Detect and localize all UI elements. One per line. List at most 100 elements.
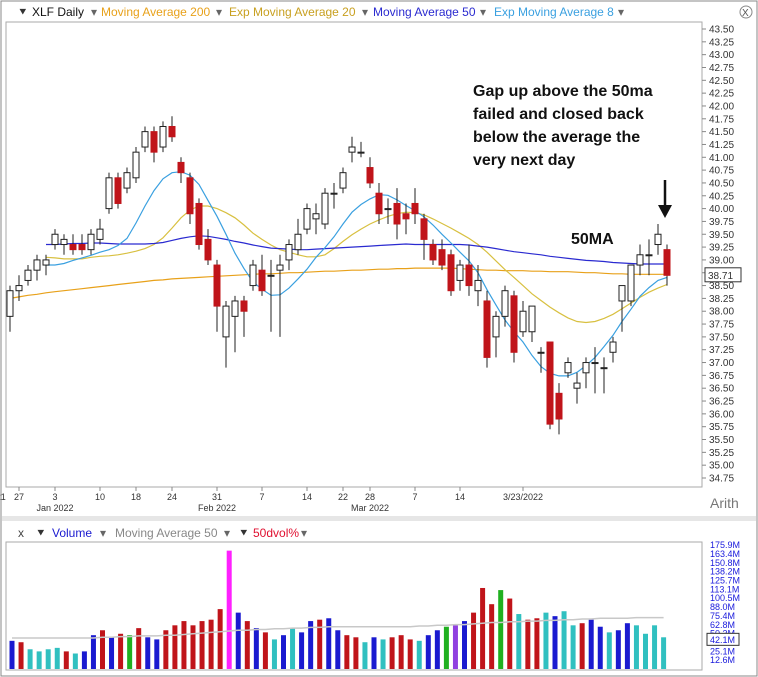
ticker-dropdown-icon[interactable]: ▾	[91, 5, 97, 19]
ma50-line	[46, 235, 667, 265]
ema20-dropdown-icon[interactable]: ▾	[362, 5, 368, 19]
legend-ma50[interactable]: Moving Average 50	[373, 5, 476, 19]
price-tick-label: 41.75	[709, 114, 734, 125]
date-tick-label: 18	[131, 492, 141, 502]
candle	[618, 285, 626, 332]
volume-legend-label[interactable]: Volume	[52, 526, 92, 540]
candle-body	[501, 290, 509, 317]
price-tick-label: 42.50	[709, 76, 734, 87]
candle	[555, 383, 563, 435]
candle-body	[663, 249, 671, 276]
annotation-line-1: Gap up above the 50ma	[473, 83, 653, 100]
price-tick-label: 35.75	[709, 422, 734, 433]
volume-bar	[226, 550, 232, 669]
volume-tick-label: 150.8M	[710, 558, 740, 568]
volume-bar	[452, 625, 458, 669]
volume-axis: 175.9M163.4M150.8M138.2M125.7M113.1M100.…	[706, 540, 740, 665]
volume-bar	[597, 626, 603, 669]
volume-bar	[498, 590, 504, 669]
volume-bar	[407, 639, 413, 669]
date-tick-label: 3	[52, 492, 57, 502]
candle-body	[168, 125, 176, 138]
price-tick-label: 35.50	[709, 435, 734, 446]
volume-tick-label: 25.1M	[710, 646, 735, 656]
volume-ma-legend[interactable]: Moving Average 50	[115, 526, 218, 540]
volume-bar	[290, 628, 296, 669]
volume-dropdown-icon[interactable]: ▾	[100, 526, 106, 540]
candle-body	[357, 151, 365, 154]
volume-bar	[109, 637, 115, 669]
candle-body	[204, 238, 212, 261]
scale-label[interactable]: Arith	[710, 495, 739, 511]
candle	[501, 285, 509, 327]
price-tick-label: 43.50	[709, 25, 734, 36]
price-plot	[6, 116, 671, 435]
ma200-dropdown-icon[interactable]: ▾	[216, 5, 222, 19]
down-arrow-icon	[658, 180, 672, 218]
candle	[249, 259, 257, 291]
volume-bar	[154, 639, 160, 669]
volume-ma-dropdown-icon[interactable]: ▾	[224, 526, 230, 540]
candle	[447, 249, 455, 296]
volume-bar	[380, 639, 386, 669]
ema20-line	[45, 205, 668, 324]
candle	[573, 372, 581, 404]
close-chart-label[interactable]: X	[742, 8, 749, 19]
volume-bar	[172, 625, 178, 669]
volume-bar	[317, 619, 323, 669]
volume-bar	[90, 635, 96, 669]
ema8-dropdown-icon[interactable]: ▾	[618, 5, 624, 19]
price-tick-label: 36.75	[709, 371, 734, 382]
volume-bar	[525, 619, 531, 669]
candle-body	[123, 172, 131, 189]
volume-bar	[127, 635, 133, 669]
date-tick-label: 7	[412, 492, 417, 502]
candle	[366, 157, 374, 189]
ma50-dropdown-icon[interactable]: ▾	[480, 5, 486, 19]
candle	[663, 244, 671, 286]
volume-bar	[462, 621, 467, 669]
candle	[87, 229, 95, 255]
candle-body	[96, 228, 104, 240]
date-tick-label: Jan 2022	[36, 503, 73, 513]
pane-divider[interactable]	[2, 516, 756, 521]
candle-body	[321, 192, 329, 225]
dvol-legend[interactable]: 50dvol%	[253, 526, 299, 540]
candle-body	[267, 274, 275, 277]
legend-ticker[interactable]: XLF Daily	[32, 5, 84, 19]
volume-bar	[9, 640, 15, 669]
candle	[51, 229, 59, 250]
price-tick-label: 35.00	[709, 461, 734, 472]
dvol-dropdown-icon[interactable]: ▾	[301, 526, 307, 540]
volume-bar	[652, 625, 658, 669]
candle	[411, 188, 419, 224]
volume-tick-label: 88.0M	[710, 602, 735, 612]
volume-caret-icon[interactable]: ⯆	[36, 526, 46, 540]
legend-ma200[interactable]: Moving Average 200	[101, 5, 211, 19]
candle-body	[330, 192, 338, 195]
candle	[78, 234, 86, 255]
date-tick-label: Feb 2022	[198, 503, 236, 513]
close-chart-icon[interactable]	[739, 5, 753, 19]
candle-body	[438, 249, 446, 266]
candle-body	[42, 259, 50, 266]
candle-body	[87, 233, 95, 251]
volume-bar	[443, 626, 449, 669]
legend-ema20[interactable]: Exp Moving Average 20	[229, 5, 356, 19]
candle	[285, 239, 293, 271]
candle-body	[33, 259, 41, 271]
candle-body	[411, 202, 419, 215]
candle-body	[618, 285, 626, 302]
volume-ma-line	[12, 616, 664, 639]
candle-body	[276, 264, 284, 271]
dvol-caret-icon[interactable]: ⯆	[239, 526, 249, 540]
volume-close-icon[interactable]: x	[18, 526, 24, 540]
candle	[150, 126, 158, 163]
legend-ema8[interactable]: Exp Moving Average 8	[494, 5, 614, 19]
price-tick-label: 38.25	[709, 294, 734, 305]
candle	[303, 203, 311, 235]
candle-body	[537, 351, 545, 354]
price-tick-label: 38.50	[709, 281, 734, 292]
volume-bar	[425, 635, 431, 669]
legend-caret-icon[interactable]: ⯆	[18, 5, 28, 19]
